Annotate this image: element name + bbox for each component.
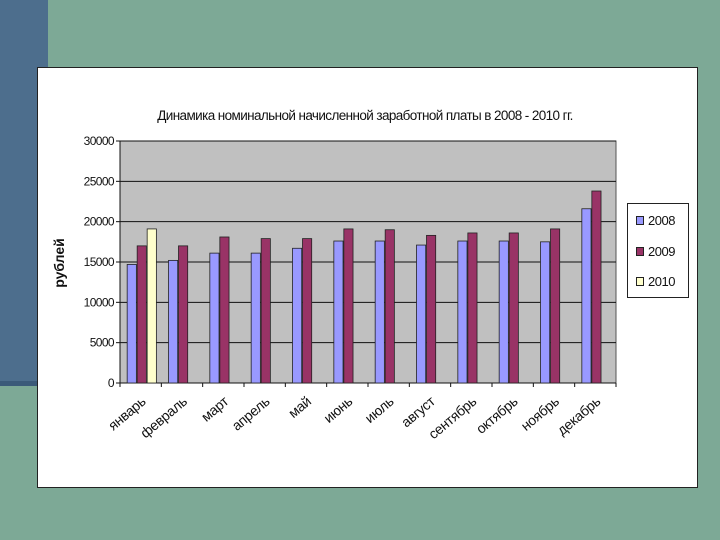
y-tick-label: 30000 [84, 134, 115, 148]
x-tick-label: февраль [137, 393, 190, 441]
legend-label-2010: 2010 [648, 273, 675, 289]
slide-decor-line [0, 381, 60, 386]
x-tick-label: май [285, 393, 314, 421]
bar-2009-10 [550, 228, 561, 384]
bar-2008-4 [292, 247, 303, 384]
bar-2008-1 [168, 259, 179, 384]
y-axis-label: рублей [51, 238, 67, 288]
chart-frame: Динамика номинальной начисленной заработ… [37, 67, 698, 488]
bar-2009-11 [591, 190, 602, 384]
legend-item-2008: 2008 [636, 212, 675, 228]
bar-2008-0 [126, 264, 137, 384]
bar-2009-6 [384, 229, 395, 384]
bar-2009-2 [219, 236, 230, 384]
y-tick-label: 0 [108, 376, 115, 390]
bar-2008-6 [374, 240, 385, 384]
x-tick-label: апрель [228, 393, 272, 434]
y-tick-label: 10000 [84, 295, 115, 309]
bar-2009-1 [178, 245, 189, 384]
bar-2008-5 [333, 240, 344, 384]
bar-2008-2 [209, 252, 220, 384]
legend: 2008 2009 2010 [627, 203, 689, 298]
legend-swatch-2008 [636, 215, 644, 225]
legend-swatch-2009 [636, 246, 644, 256]
bar-2009-4 [302, 238, 313, 384]
bar-2008-9 [498, 240, 509, 384]
x-tick-label: октябрь [473, 393, 521, 437]
bar-2010-0 [146, 228, 157, 384]
bar-2008-3 [250, 252, 261, 384]
y-tick-label: 5000 [90, 336, 115, 350]
x-tick-label: декабрь [554, 393, 603, 438]
bar-2008-11 [581, 208, 592, 384]
y-tick-label: 20000 [84, 215, 115, 229]
bar-2009-8 [467, 232, 478, 384]
bar-2009-5 [343, 228, 354, 384]
bar-2009-7 [426, 234, 437, 384]
chart: Динамика номинальной начисленной заработ… [51, 108, 617, 442]
y-tick-label: 15000 [84, 255, 115, 269]
legend-item-2009: 2009 [636, 243, 675, 259]
bar-2009-0 [136, 245, 147, 384]
legend-swatch-2010 [636, 276, 644, 286]
bar-2008-8 [457, 240, 468, 384]
bar-2008-10 [540, 241, 551, 384]
y-tick-label: 25000 [84, 174, 115, 188]
legend-label-2009: 2009 [648, 243, 675, 259]
chart-title: Динамика номинальной начисленной заработ… [157, 108, 573, 123]
legend-item-2010: 2010 [636, 273, 675, 289]
x-tick-label: июнь [320, 393, 355, 426]
legend-label-2008: 2008 [648, 212, 675, 228]
bar-2008-7 [416, 244, 427, 384]
x-tick-label: июль [362, 393, 397, 426]
x-tick-label: март [198, 392, 232, 424]
bar-2009-9 [508, 232, 519, 384]
bar-2009-3 [260, 238, 271, 384]
